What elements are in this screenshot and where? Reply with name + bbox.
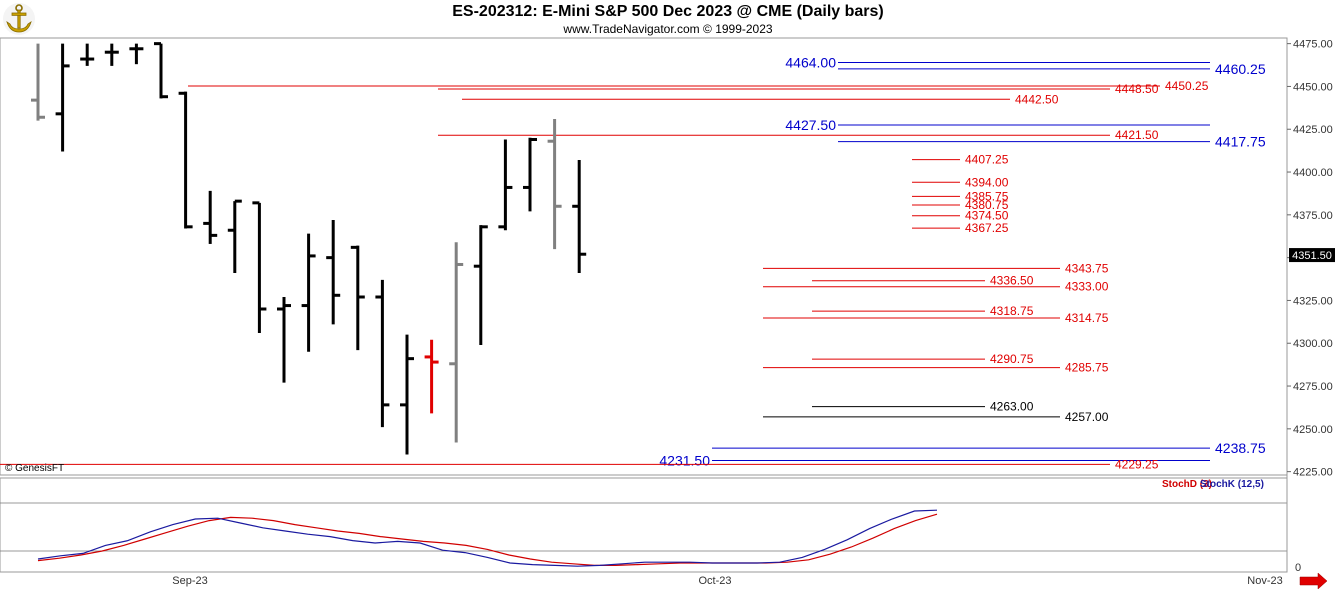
level-label-4336.50: 4336.50 (990, 274, 1034, 288)
level-label-4285.75: 4285.75 (1065, 361, 1109, 375)
chart-subtitle: www.TradeNavigator.com © 1999-2023 (563, 22, 773, 36)
level-label-4333.00: 4333.00 (1065, 280, 1109, 294)
level-label-4231.50: 4231.50 (659, 453, 710, 469)
x-label-Oct-23: Oct-23 (698, 575, 731, 587)
y-tick-label-4325: 4325.00 (1293, 295, 1333, 307)
scroll-right-arrow-icon[interactable] (1299, 572, 1328, 590)
legend-stoch-k: StochK (12,5) (1200, 479, 1264, 490)
level-label-4290.75: 4290.75 (990, 352, 1034, 366)
price-levels: 4464.00 4460.25 4450.25 4448.50 4442.50 4427.… (0, 54, 1266, 471)
chart-title: ES-202312: E-Mini S&P 500 Dec 2023 @ CME… (452, 3, 884, 20)
level-label-4380.75: 4380.75 (965, 198, 1009, 212)
level-label-4314.75: 4314.75 (1065, 311, 1109, 325)
level-label-4385.75: 4385.75 (965, 189, 1009, 203)
stoch-series-1 (37, 509, 938, 567)
last-price-label: 4351.50 (1292, 250, 1332, 262)
last-price-box (1289, 248, 1335, 263)
level-label-4427.50: 4427.50 (785, 117, 836, 133)
y-tick-label-4275: 4275.00 (1293, 381, 1333, 393)
y-tick-label-4375: 4375.00 (1293, 210, 1333, 222)
level-label-4421.50: 4421.50 (1115, 128, 1159, 142)
y-tick-label-4475: 4475.00 (1293, 39, 1333, 51)
y-tick-label-4450: 4450.00 (1293, 81, 1333, 93)
watermark-label: © GenesisFT (5, 463, 64, 474)
level-label-4448.50: 4448.50 (1115, 82, 1159, 96)
level-label-4374.50: 4374.50 (965, 209, 1009, 223)
level-label-4464.00: 4464.00 (785, 54, 836, 70)
chart-frame (0, 37, 1288, 573)
x-label-Sep-23: Sep-23 (172, 575, 207, 587)
y-tick-label-4425: 4425.00 (1293, 124, 1333, 136)
stoch-tick-label-0: 0 (1295, 562, 1301, 574)
level-label-4343.75: 4343.75 (1065, 261, 1109, 275)
level-label-4238.75: 4238.75 (1215, 440, 1266, 456)
price-bars (31, 42, 587, 455)
level-label-4460.25: 4460.25 (1215, 61, 1266, 77)
stoch-panel-frame (0, 477, 1288, 573)
level-label-4257.00: 4257.00 (1065, 410, 1109, 424)
level-label-4450.25: 4450.25 (1165, 79, 1209, 93)
stoch-series-0 (37, 513, 938, 567)
level-label-4394.00: 4394.00 (965, 175, 1009, 189)
y-tick-label-4250: 4250.00 (1293, 424, 1333, 436)
level-label-4442.50: 4442.50 (1015, 92, 1059, 106)
level-label-4367.25: 4367.25 (965, 221, 1009, 235)
chart-header: ES-202312: E-Mini S&P 500 Dec 2023 @ CME… (0, 0, 1336, 38)
level-label-4263.00: 4263.00 (990, 400, 1034, 414)
level-label-4417.75: 4417.75 (1215, 134, 1266, 150)
level-label-4229.25: 4229.25 (1115, 457, 1159, 471)
x-label-Nov-23: Nov-23 (1247, 575, 1282, 587)
axis-background (1287, 38, 1336, 553)
y-tick-label-4400: 4400.00 (1293, 167, 1333, 179)
anchor-logo-icon (2, 2, 36, 36)
price-panel-frame (0, 37, 1288, 476)
level-label-4318.75: 4318.75 (990, 304, 1034, 318)
legend-stoch-d: StochD (3) (1162, 479, 1212, 490)
y-tick-label-4225: 4225.00 (1293, 467, 1333, 479)
price-axis: 4225.004250.004275.004300.004325.004350.… (1286, 38, 1336, 572)
level-label-4407.25: 4407.25 (965, 153, 1009, 167)
y-tick-label-4300: 4300.00 (1293, 338, 1333, 350)
